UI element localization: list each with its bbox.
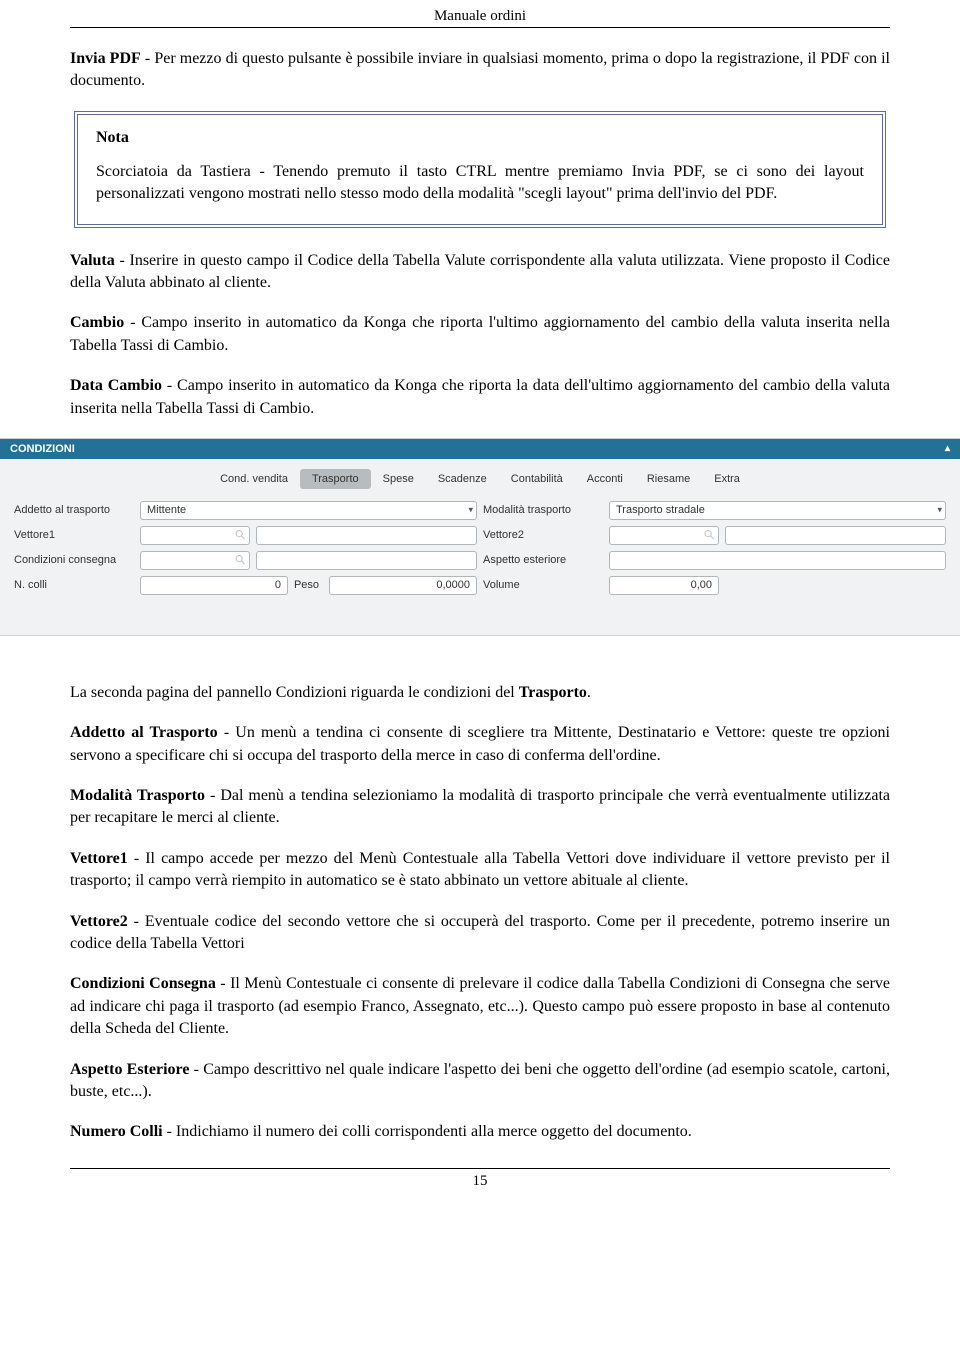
para-vettore2: Vettore2 - Eventuale codice del secondo … <box>70 911 890 956</box>
input-vettore2-desc[interactable] <box>725 526 946 545</box>
para-vettore1: Vettore1 - Il campo accede per mezzo del… <box>70 848 890 893</box>
input-volume-wrap <box>609 576 946 595</box>
input-vettore1-wrap <box>140 526 477 545</box>
input-vettore2-wrap <box>609 526 946 545</box>
tab-acconti[interactable]: Acconti <box>575 469 635 489</box>
label-peso: Peso <box>294 579 323 591</box>
input-peso[interactable] <box>329 576 477 595</box>
tab-trasporto[interactable]: Trasporto <box>300 469 371 489</box>
select-addetto-wrap: ▾ <box>140 501 477 520</box>
note-title: Nota <box>96 129 864 147</box>
term-cond-consegna: Condizioni Consegna <box>70 975 216 992</box>
desc-invia-pdf: - Per mezzo di questo pulsante è possibi… <box>70 50 890 89</box>
input-aspetto[interactable] <box>609 551 946 570</box>
desc-vettore2: - Eventuale codice del secondo vettore c… <box>70 913 890 952</box>
input-vettore1-desc[interactable] <box>256 526 477 545</box>
para-modalita: Modalità Trasporto - Dal menù a tendina … <box>70 785 890 830</box>
input-n-colli[interactable] <box>140 576 288 595</box>
term-numero-colli: Numero Colli <box>70 1123 163 1140</box>
input-cond-consegna-wrap <box>140 551 477 570</box>
tab-spese[interactable]: Spese <box>371 469 426 489</box>
label-addetto: Addetto al trasporto <box>14 504 134 516</box>
term-cambio: Cambio <box>70 314 124 331</box>
label-cond-consegna: Condizioni consegna <box>14 554 134 566</box>
label-n-colli: N. colli <box>14 579 134 591</box>
desc-data-cambio: - Campo inserito in automatico da Konga … <box>70 377 890 416</box>
page-footer: 15 <box>70 1168 890 1190</box>
tab-extra[interactable]: Extra <box>702 469 752 489</box>
term-modalita: Modalità Trasporto <box>70 787 205 804</box>
tabs-row: Cond. vendita Trasporto Spese Scadenze C… <box>0 459 960 495</box>
para-cond-consegna: Condizioni Consegna - Il Menù Contestual… <box>70 973 890 1040</box>
input-vettore1[interactable] <box>140 526 250 545</box>
para-data-cambio: Data Cambio - Campo inserito in automati… <box>70 375 890 420</box>
header-title: Manuale ordini <box>434 8 526 24</box>
condizioni-panel: CONDIZIONI ▴ Cond. vendita Trasporto Spe… <box>0 438 960 636</box>
select-modalita[interactable] <box>609 501 946 520</box>
para-intro-trasporto: La seconda pagina del pannello Condizion… <box>70 682 890 704</box>
desc-numero-colli: - Indichiamo il numero dei colli corrisp… <box>163 1123 692 1140</box>
label-vettore1: Vettore1 <box>14 529 134 541</box>
input-cond-consegna[interactable] <box>140 551 250 570</box>
page-number: 15 <box>473 1173 488 1189</box>
page-header: Manuale ordini <box>70 0 890 28</box>
select-modalita-wrap: ▾ <box>609 501 946 520</box>
para-aspetto: Aspetto Esteriore - Campo descrittivo ne… <box>70 1059 890 1104</box>
term-aspetto: Aspetto Esteriore <box>70 1061 189 1078</box>
para-valuta: Valuta - Inserire in questo campo il Cod… <box>70 250 890 295</box>
para-numero-colli: Numero Colli - Indichiamo il numero dei … <box>70 1121 890 1143</box>
tab-scadenze[interactable]: Scadenze <box>426 469 499 489</box>
tab-riesame[interactable]: Riesame <box>635 469 702 489</box>
para-invia-pdf: Invia PDF - Per mezzo di questo pulsante… <box>70 48 890 93</box>
label-modalita: Modalità trasporto <box>483 504 603 516</box>
page-content: Invia PDF - Per mezzo di questo pulsante… <box>0 28 960 1144</box>
input-aspetto-wrap <box>609 551 946 570</box>
term-data-cambio: Data Cambio <box>70 377 162 394</box>
desc-vettore1: - Il campo accede per mezzo del Menù Con… <box>70 850 890 889</box>
term-vettore1: Vettore1 <box>70 850 128 867</box>
term-vettore2: Vettore2 <box>70 913 128 930</box>
term-valuta: Valuta <box>70 252 115 269</box>
note-box: Nota Scorciatoia da Tastiera - Tenendo p… <box>74 111 886 228</box>
note-body: Scorciatoia da Tastiera - Tenendo premut… <box>96 161 864 206</box>
text-a: La seconda pagina del pannello Condizion… <box>70 684 519 701</box>
input-cond-consegna-desc[interactable] <box>256 551 477 570</box>
desc-aspetto: - Campo descrittivo nel quale indicare l… <box>70 1061 890 1100</box>
panel-title: CONDIZIONI <box>10 443 75 455</box>
tab-cond-vendita[interactable]: Cond. vendita <box>208 469 300 489</box>
tab-contabilita[interactable]: Contabilità <box>499 469 575 489</box>
input-volume[interactable] <box>609 576 719 595</box>
form-area: Addetto al trasporto ▾ Modalità trasport… <box>0 495 960 635</box>
desc-cambio: - Campo inserito in automatico da Konga … <box>70 314 890 353</box>
input-vettore2[interactable] <box>609 526 719 545</box>
panel-titlebar[interactable]: CONDIZIONI ▴ <box>0 439 960 459</box>
select-addetto[interactable] <box>140 501 477 520</box>
para-cambio: Cambio - Campo inserito in automatico da… <box>70 312 890 357</box>
text-b: . <box>587 684 591 701</box>
para-addetto: Addetto al Trasporto - Un menù a tendina… <box>70 722 890 767</box>
label-aspetto: Aspetto esteriore <box>483 554 603 566</box>
term-addetto: Addetto al Trasporto <box>70 724 218 741</box>
ncolli-peso-group: Peso <box>140 576 477 595</box>
note-inner: Nota Scorciatoia da Tastiera - Tenendo p… <box>77 114 883 225</box>
label-vettore2: Vettore2 <box>483 529 603 541</box>
collapse-icon[interactable]: ▴ <box>945 443 950 454</box>
label-volume: Volume <box>483 579 603 591</box>
term-invia-pdf: Invia PDF <box>70 50 141 67</box>
desc-valuta: - Inserire in questo campo il Codice del… <box>70 252 890 291</box>
term-trasporto: Trasporto <box>519 684 587 701</box>
